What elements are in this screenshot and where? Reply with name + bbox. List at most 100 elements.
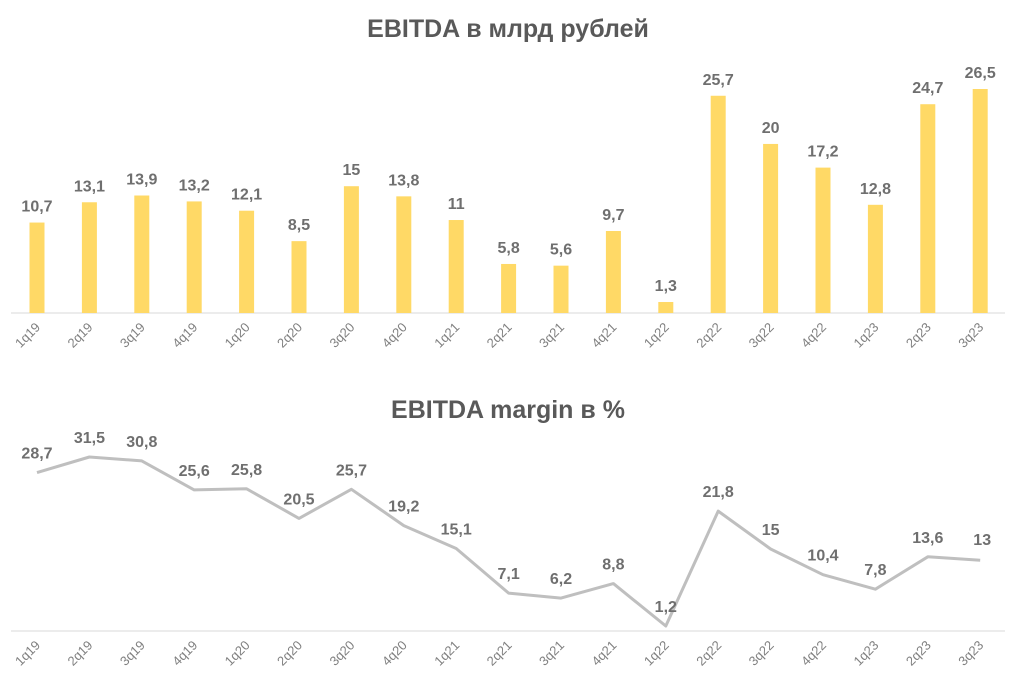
line-x-tick-label: 3q19 [117,638,148,669]
bar-2q23 [920,104,936,314]
bar-data-label: 5,6 [550,242,572,259]
ebitda-margin-line-chart: EBITDA margin в % 28,7 1q19 31,5 2q19 30,8 3q… [11,396,1005,669]
bar-4q19 [186,201,202,313]
bar-x-tick-label: 1q22 [641,320,672,351]
bar-x-tick-label: 4q21 [588,320,619,351]
bar-x-tick-label: 2q22 [693,320,724,351]
line-data-label: 25,8 [231,462,262,479]
bar-3q23 [972,89,988,313]
line-x-tick-label: 1q21 [431,638,462,669]
line-chart-title: EBITDA margin в % [391,396,625,424]
line-x-tick-label: 3q23 [955,638,986,669]
line-x-tick-label: 3q22 [746,638,777,669]
line-x-tick-label: 2q23 [903,638,934,669]
bar-1q20 [239,210,255,313]
line-data-label: 19,2 [388,499,419,516]
line-x-tick-label: 2q22 [693,638,724,669]
bar-x-tick-label: 1q20 [222,320,253,351]
margin-series-line [36,455,981,628]
bar-x-tick-label: 2q19 [64,320,95,351]
bar-data-label: 1,3 [655,278,677,295]
bar-1q19 [29,222,45,313]
bar-chart-title: EBITDA в млрд рублей [367,15,649,43]
bar-2q19 [81,202,97,313]
bar-3q19 [134,195,150,313]
line-data-label: 15 [762,522,780,539]
bar-data-label: 10,7 [21,199,52,216]
bar-data-label: 17,2 [807,144,838,161]
line-x-tick-label: 1q22 [641,638,672,669]
bar-data-label: 24,7 [912,80,943,97]
bar-x-tick-label: 1q21 [431,320,462,351]
bar-4q21 [605,231,621,313]
bar-1q23 [867,204,883,313]
bar-4q22 [815,167,831,313]
bar-x-tick-label: 1q23 [850,320,881,351]
line-x-tick-label: 1q23 [850,638,881,669]
line-x-tick-label: 4q22 [798,638,829,669]
bar-3q22 [763,143,779,313]
line-x-tick-label: 4q20 [379,638,410,669]
bar-2q22 [710,95,726,313]
bar-x-tick-label: 4q22 [798,320,829,351]
bar-data-label: 13,9 [126,172,157,189]
bar-data-label: 11 [448,196,465,213]
bar-data-label: 13,1 [74,178,105,195]
bar-x-tick-label: 4q19 [169,320,200,351]
bar-x-tick-label: 3q20 [326,320,357,351]
bar-x-tick-label: 1q19 [12,320,43,351]
line-data-label: 13,6 [912,530,943,547]
bar-data-label: 8,5 [288,217,310,234]
line-data-label: 8,8 [602,557,624,574]
bar-data-label: 26,5 [965,65,996,82]
bar-3q20 [343,186,359,313]
line-data-label: 20,5 [283,491,314,508]
bar-2q20 [291,241,307,313]
line-x-tick-label: 4q19 [169,638,200,669]
bar-data-label: 5,8 [497,240,519,257]
bar-data-label: 9,7 [602,207,624,224]
line-data-label: 21,8 [703,484,734,501]
line-data-label: 1,2 [655,599,677,616]
line-data-label: 28,7 [21,446,52,463]
bar-x-tick-label: 4q20 [379,320,410,351]
bar-1q21 [448,220,464,313]
line-data-label: 30,8 [126,434,157,451]
bar-x-tick-label: 2q20 [274,320,305,351]
line-data-label: 31,5 [74,430,105,447]
line-x-tick-label: 4q21 [588,638,619,669]
line-data-label: 13 [973,532,991,549]
line-data-label: 7,8 [864,562,886,579]
line-data-label: 25,6 [179,463,210,480]
line-x-tick-label: 3q21 [536,638,567,669]
line-x-tick-label: 1q20 [222,638,253,669]
bar-x-tick-label: 3q21 [536,320,567,351]
bar-1q22 [658,302,674,313]
line-x-tick-label: 2q21 [484,638,515,669]
bar-x-tick-label: 2q21 [484,320,515,351]
bar-x-tick-label: 3q22 [746,320,777,351]
bar-data-label: 20 [762,120,780,137]
bar-data-label: 15 [343,162,361,179]
bar-data-label: 13,2 [179,177,210,194]
line-data-label: 7,1 [497,566,519,583]
line-x-tick-label: 2q20 [274,638,305,669]
line-data-label: 25,7 [336,462,367,479]
bar-3q21 [553,265,569,313]
bar-x-tick-label: 2q23 [903,320,934,351]
bar-data-label: 25,7 [703,72,734,89]
bar-x-tick-label: 3q23 [955,320,986,351]
line-x-tick-label: 3q20 [326,638,357,669]
line-x-tick-label: 2q19 [64,638,95,669]
bar-data-label: 13,8 [388,172,419,189]
line-data-label: 10,4 [807,548,838,565]
bar-x-tick-label: 3q19 [117,320,148,351]
line-data-label: 15,1 [441,521,472,538]
bar-2q21 [501,263,517,313]
bar-data-label: 12,1 [231,187,262,204]
line-data-label: 6,2 [550,571,572,588]
ebitda-bar-chart: EBITDA в млрд рублей 10,7 1q19 13,1 2q19 13,… [11,15,1005,351]
bar-data-label: 12,8 [860,181,891,198]
line-x-tick-label: 1q19 [12,638,43,669]
